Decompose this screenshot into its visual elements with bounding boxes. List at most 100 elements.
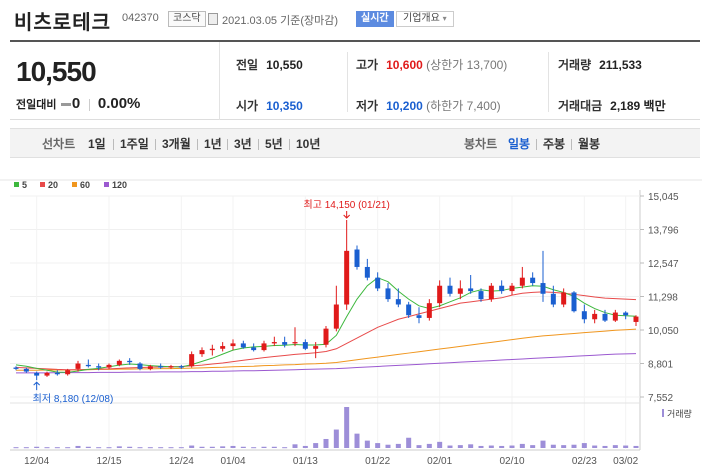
candle-body	[375, 277, 381, 289]
volume-bar	[96, 447, 102, 449]
line-chart-label: 선차트	[42, 137, 76, 151]
divider	[571, 139, 572, 150]
current-price: 10,550	[16, 56, 97, 87]
volume-bar	[127, 446, 133, 448]
candle-body	[54, 372, 60, 375]
volume-bar	[602, 445, 608, 448]
volume-bar	[85, 446, 91, 448]
tab-3month[interactable]: 3개월	[162, 137, 191, 151]
tab-1week[interactable]: 1주일	[120, 137, 149, 151]
candle-body	[251, 347, 257, 351]
candle-body	[488, 285, 494, 300]
candle-body	[623, 312, 629, 316]
realtime-button[interactable]: 실시간	[356, 11, 394, 27]
change-percent: 0.00%	[97, 95, 141, 112]
candle-body	[199, 350, 205, 355]
candle-body	[437, 285, 443, 304]
y-tick-label: 7,552	[648, 393, 673, 404]
y-tick-label: 15,045	[648, 192, 679, 203]
candle-body	[292, 342, 298, 344]
divider	[113, 139, 114, 150]
y-tick-label: 13,796	[648, 226, 679, 237]
volume-bar	[44, 447, 50, 449]
volume-bar	[65, 447, 71, 449]
x-tick-label: 12/04	[24, 456, 49, 467]
volume-bar	[540, 440, 546, 448]
volume-bar	[385, 444, 391, 448]
candlestick-chart: 5 20 60 120 15,045 13,796 12,547 11,298 10,050 8,…	[0, 179, 702, 467]
company-info-dropdown[interactable]: 기업개요 ▾	[396, 11, 454, 27]
calendar-icon	[208, 13, 218, 25]
candle-chart-label: 봉차트	[464, 137, 498, 151]
volume-stat: 거래량 211,533	[558, 58, 642, 72]
legend-swatch-5	[14, 182, 19, 187]
volume-bar	[313, 443, 319, 448]
volume-bar	[530, 445, 536, 448]
candle-body	[23, 368, 29, 372]
candle-body	[261, 343, 267, 351]
y-tick-label: 11,298	[648, 293, 678, 304]
as-of-date: 2021.03.05 기준(장마감)	[222, 15, 339, 27]
candle-body	[282, 342, 288, 345]
volume-bar	[581, 443, 587, 448]
legend-swatch-20	[40, 182, 45, 187]
volume-bar	[261, 446, 267, 448]
volume-bar	[354, 433, 360, 448]
volume-bar	[561, 445, 567, 448]
stock-code: 042370	[122, 12, 159, 24]
candle-body	[127, 360, 133, 363]
divider	[88, 98, 90, 111]
change-value: 0	[71, 95, 81, 112]
tab-1day[interactable]: 1일	[88, 137, 106, 151]
candle-body	[581, 311, 587, 320]
volume-bar	[333, 429, 339, 448]
tab-monthly-candle[interactable]: 월봉	[578, 137, 601, 151]
trade-value: 거래대금 2,189 백만	[558, 99, 666, 113]
tab-3year[interactable]: 3년	[234, 137, 252, 151]
ma60-line	[16, 328, 637, 371]
tab-10year[interactable]: 10년	[296, 137, 321, 151]
volume-bar	[468, 444, 474, 448]
market-badge: 코스닥	[168, 11, 206, 27]
candle-body	[426, 303, 432, 318]
candle-body	[158, 366, 164, 368]
candle-body	[457, 288, 463, 294]
tab-weekly-candle[interactable]: 주봉	[543, 137, 566, 151]
volume-bar	[426, 443, 432, 448]
tab-1year[interactable]: 1년	[204, 137, 222, 151]
volume-bar	[116, 446, 122, 448]
price-summary: 10,550 전일대비 0 0.00% 전일 10,550 고가 10,600 (상…	[10, 40, 700, 120]
candle-body	[75, 363, 81, 369]
x-tick-label: 02/10	[499, 456, 524, 467]
low-price: 저가 10,200 (하한가 7,400)	[356, 99, 501, 113]
volume-bar	[220, 446, 226, 448]
legend-label-60: 60	[80, 180, 90, 190]
volume-bar	[623, 445, 629, 448]
stock-title-bar: 비츠로테크 042370 코스닥 2021.03.05 기준(장마감) 실시간 …	[0, 0, 702, 40]
divider	[227, 139, 228, 150]
candle-body	[13, 367, 19, 369]
candle-body	[540, 283, 546, 294]
volume-bar	[592, 445, 598, 448]
volume-bar	[199, 446, 205, 448]
candle-body	[333, 304, 339, 329]
candle-body	[302, 342, 308, 349]
volume-bar	[230, 445, 236, 448]
x-tick-label: 12/24	[169, 456, 194, 467]
tab-daily-candle[interactable]: 일봉	[508, 137, 531, 151]
candle-body	[509, 285, 515, 292]
volume-bar	[478, 445, 484, 448]
tab-5year[interactable]: 5년	[265, 137, 283, 151]
legend-label-5: 5	[22, 180, 27, 190]
candle-body	[96, 366, 102, 368]
legend-swatch-60	[72, 182, 77, 187]
legend-label-20: 20	[48, 180, 58, 190]
ma20-line	[15, 291, 637, 371]
candle-body	[406, 304, 412, 316]
volume-bar	[54, 447, 60, 449]
volume-bar	[406, 437, 412, 448]
flat-icon	[60, 103, 71, 107]
candle-body	[354, 249, 360, 267]
volume-bar	[612, 445, 618, 448]
volume-label: 거래량	[667, 408, 692, 419]
